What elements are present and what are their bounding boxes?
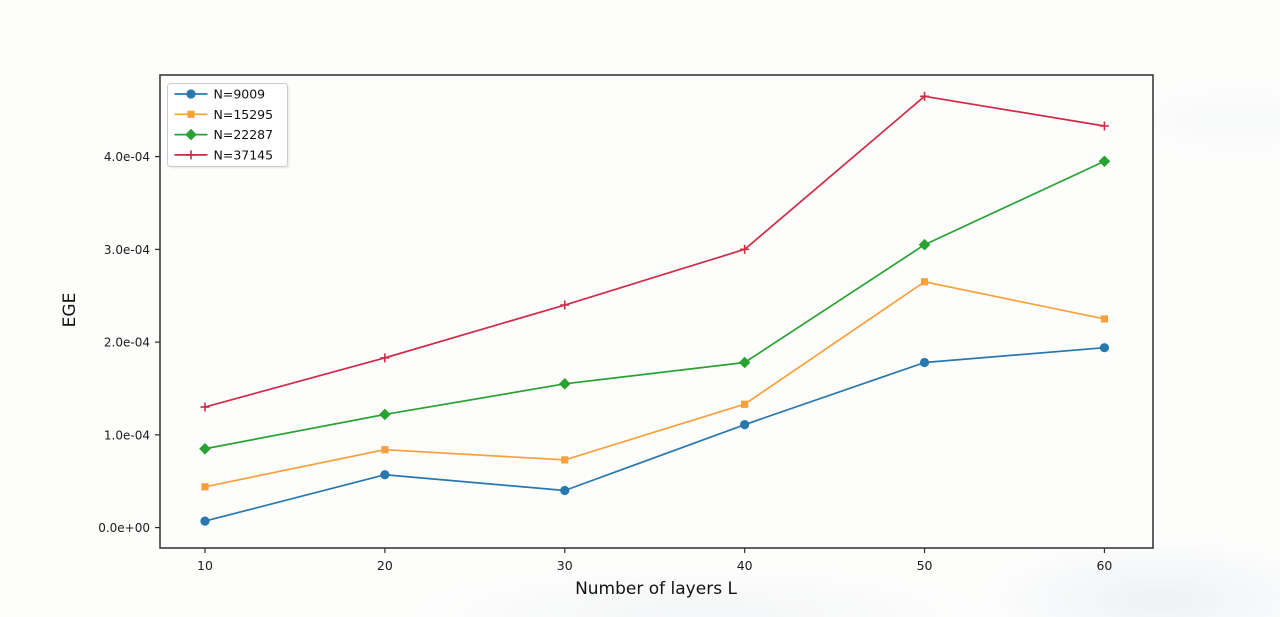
legend-item: N=37145 [174,147,274,162]
series-marker-diamond [185,128,197,141]
legend-box [167,83,288,167]
series-marker-circle [200,516,210,526]
y-tick-label: 4.0e-04 [104,150,150,164]
series-n-15295 [201,278,1109,491]
x-tick-label: 40 [737,558,753,573]
series-marker-plus [920,91,930,101]
series-marker-square [561,456,569,464]
series-marker-diamond [918,238,931,251]
x-tick-label: 20 [377,558,393,573]
series-line [204,346,1106,522]
series-marker-plus [1099,121,1109,131]
x-tick-label: 10 [197,558,213,573]
series-line [204,95,1106,408]
series-marker-circle [380,470,390,480]
series-marker-diamond [558,378,571,390]
plot-frame [159,74,1154,549]
y-tick-label: 1.0e-04 [104,428,150,442]
series-marker-plus [380,353,390,363]
series-marker-square [201,483,209,491]
series-marker-plus [200,402,210,412]
y-tick-label: 0.0e+00 [98,521,150,535]
y-tick-label: 3.0e-04 [104,243,150,257]
legend-item: N=9009 [174,87,266,102]
series-line [204,280,1106,488]
series-n-37145 [200,91,1109,412]
legend: N=9009 N=15295 N=22287 N=37145 [167,83,290,169]
series-n-9009 [200,343,1110,526]
series-marker-circle [186,89,196,99]
series-marker-circle [1099,343,1110,353]
series-marker-square [741,400,749,408]
legend-item: N=22287 [174,127,274,142]
legend-label: N=9009 [214,87,266,102]
series-marker-circle [740,420,750,430]
y-axis-label: EGE [60,293,80,328]
legend-label: N=15295 [214,107,274,122]
series-marker-square [920,278,929,286]
y-tick-label: 2.0e-04 [104,336,150,350]
axes: 10 20 30 40 50 60 0.0e+00 1.0e-04 2.0e-04 3.0e-04… [98,74,1154,573]
series-marker-plus [740,244,750,254]
series-marker-diamond [379,408,391,421]
series-n-22287 [199,155,1111,455]
data-series [199,91,1111,526]
series-line [204,160,1106,450]
series-marker-plus [186,150,196,160]
legend-item: N=15295 [174,107,274,122]
series-marker-diamond [1098,155,1111,168]
series-marker-plus [560,300,570,310]
series-marker-diamond [199,442,211,455]
x-tick-label: 60 [1096,558,1112,573]
series-marker-square [1100,315,1109,323]
series-marker-square [187,110,195,118]
series-marker-circle [560,485,570,496]
legend-label: N=37145 [214,147,274,162]
series-marker-circle [919,357,930,368]
x-tick-label: 50 [917,558,933,573]
series-marker-square [381,446,389,454]
series-marker-diamond [738,356,751,369]
x-tick-label: 30 [557,558,573,573]
legend-label: N=22287 [214,127,274,142]
x-axis-label: Number of layers L [575,579,737,599]
